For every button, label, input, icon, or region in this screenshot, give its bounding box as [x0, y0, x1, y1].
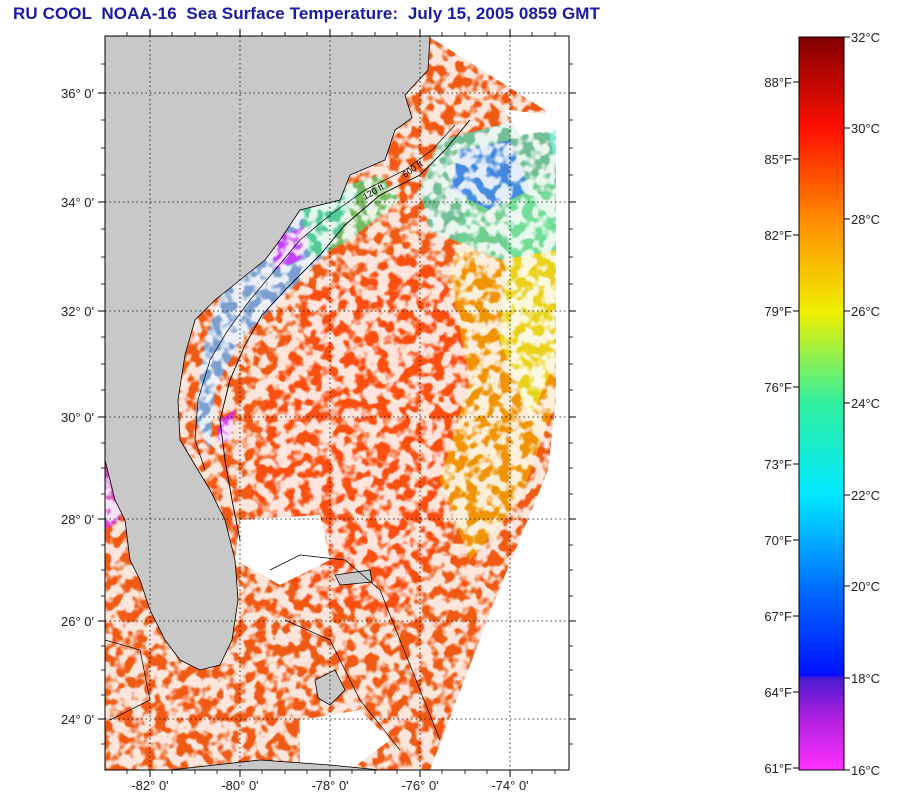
colorbar-label-26c: 26°C: [851, 304, 881, 319]
cloud-northeast: [505, 110, 556, 135]
lat-label-24: 24° 0': [61, 712, 94, 727]
lat-label-34: 34° 0': [61, 195, 94, 210]
axis-minor-ticks: [101, 32, 573, 774]
colorbar-label-79f: 79°F: [764, 304, 792, 319]
colorbar-label-64f: 64°F: [764, 685, 792, 700]
lat-label-28: 28° 0': [61, 512, 94, 527]
cloud-south: [300, 710, 390, 770]
colorbar-label-20c: 20°C: [851, 579, 881, 594]
colorbar-label-73f: 73°F: [764, 457, 792, 472]
colorbar-label-22c: 22°C: [851, 488, 881, 503]
colorbar-ramp: [798, 36, 845, 771]
colorbar-label-24c: 24°C: [851, 396, 881, 411]
lat-label-36: 36° 0': [61, 86, 94, 101]
colorbar-label-28c: 28°C: [851, 212, 881, 227]
lat-label-26: 26° 0': [61, 614, 94, 629]
colorbar-label-32c: 32°C: [851, 30, 881, 45]
colorbar-label-67f: 67°F: [764, 609, 792, 624]
lon-label-76: -76° 0': [401, 778, 439, 793]
colorbar-label-16c: 16°C: [851, 763, 881, 778]
colorbar-label-61f: 61°F: [764, 761, 792, 776]
land-us-southeast: [105, 36, 431, 671]
graticule: [105, 36, 569, 770]
axis-ticks: [98, 29, 576, 777]
lon-label-74: -74° 0': [491, 778, 529, 793]
lon-label-78: -78° 0': [311, 778, 349, 793]
plot-frame: [104, 35, 570, 771]
cloud-gulf-stream: [235, 515, 330, 585]
colorbar-label-30c: 30°C: [851, 121, 881, 136]
colorbar-label-18c: 18°C: [851, 671, 881, 686]
isobath-600ft: [219, 119, 471, 541]
colorbar-ticks: [793, 36, 850, 771]
lon-label-80: -80° 0': [221, 778, 259, 793]
colorbar-label-88f: 88°F: [764, 75, 792, 90]
lat-label-30: 30° 0': [61, 410, 94, 425]
colorbar-label-70f: 70°F: [764, 533, 792, 548]
colorbar-label-76f: 76°F: [764, 380, 792, 395]
page-title: RU COOL NOAA-16 Sea Surface Temperature:…: [13, 4, 601, 23]
lon-label-82: -82° 0': [131, 778, 169, 793]
colorbar-label-85f: 85°F: [764, 152, 792, 167]
land-andros: [314, 669, 346, 706]
lat-label-32: 32° 0': [61, 304, 94, 319]
isobath-120ft: [194, 124, 456, 471]
colorbar-label-82f: 82°F: [764, 228, 792, 243]
